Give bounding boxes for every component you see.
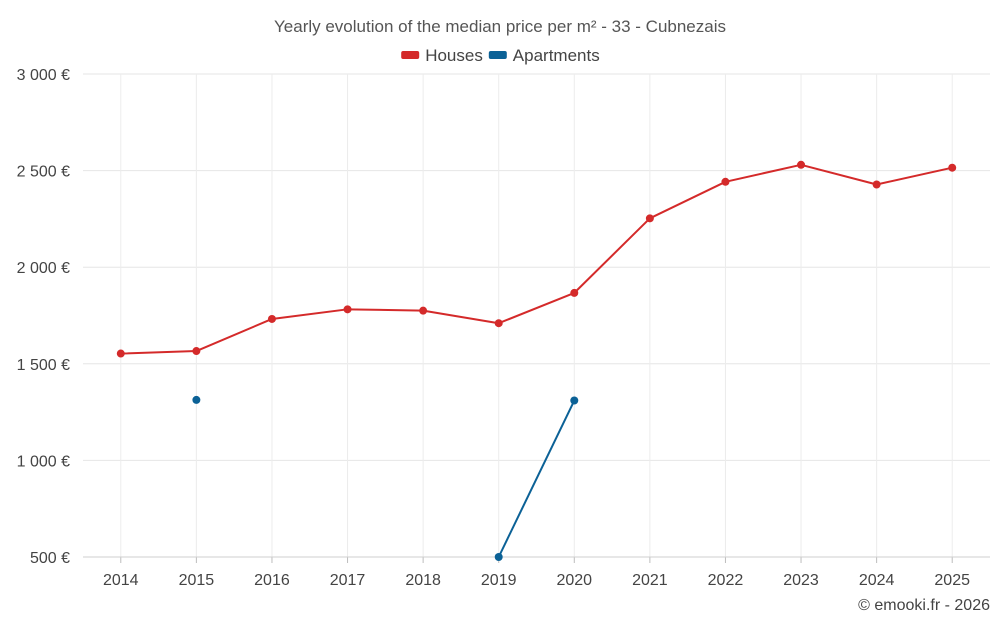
legend-swatch-apartments — [488, 51, 507, 59]
y-axis-labels: 500 € 1 000 € 1 500 € 2 000 € 2 500 € 3 000 € — [17, 67, 70, 567]
series-layer — [116, 160, 957, 561]
credit-text: © emooki.fr - 2026 — [858, 597, 990, 614]
houses-point-2015[interactable] — [192, 347, 201, 356]
y-tick-label: 1 500 € — [17, 357, 70, 374]
houses-line — [120, 163, 953, 355]
x-axis-labels: 2014 2015 2016 2017 2018 2019 2020 2021 2022 2023… — [103, 572, 970, 589]
x-tick-label: 2015 — [179, 572, 215, 589]
legend-item-houses[interactable]: Houses — [401, 46, 483, 65]
legend-item-apartments[interactable]: Apartments — [488, 46, 600, 65]
houses-point-2014[interactable] — [116, 349, 125, 358]
houses-point-2019[interactable] — [494, 319, 503, 328]
houses-point-2017[interactable] — [343, 305, 352, 314]
x-tick-label: 2024 — [859, 572, 895, 589]
x-tick-label: 2021 — [632, 572, 668, 589]
y-tick-label: 1 000 € — [17, 453, 70, 470]
apartments-point-2019[interactable] — [494, 553, 503, 561]
houses-point-2016[interactable] — [267, 314, 276, 323]
houses-point-2018[interactable] — [419, 306, 428, 315]
legend-label-apartments: Apartments — [513, 46, 600, 65]
x-tick-label: 2022 — [708, 572, 744, 589]
houses-point-2023[interactable] — [797, 160, 806, 169]
x-tick-label: 2016 — [254, 572, 290, 589]
houses-point-2020[interactable] — [570, 288, 579, 297]
axes — [83, 556, 990, 563]
houses-point-2024[interactable] — [872, 180, 881, 189]
legend: Houses Apartments — [401, 46, 600, 65]
series-houses — [116, 160, 957, 358]
apartments-point-2015[interactable] — [192, 395, 201, 404]
x-tick-label: 2025 — [934, 572, 970, 589]
x-tick-label: 2020 — [556, 572, 592, 589]
x-tick-label: 2018 — [405, 572, 441, 589]
chart-title: Yearly evolution of the median price per… — [274, 17, 726, 36]
legend-label-houses: Houses — [425, 46, 483, 65]
apartments-line — [497, 400, 576, 558]
y-tick-label: 2 500 € — [17, 164, 70, 181]
x-tick-label: 2023 — [783, 572, 819, 589]
houses-point-2021[interactable] — [645, 214, 654, 223]
y-tick-label: 3 000 € — [17, 67, 70, 84]
grid — [83, 73, 990, 558]
houses-point-2022[interactable] — [721, 177, 730, 186]
y-tick-label: 500 € — [30, 550, 70, 567]
x-tick-label: 2017 — [330, 572, 366, 589]
apartments-point-2020[interactable] — [570, 396, 579, 405]
x-tick-label: 2014 — [103, 572, 139, 589]
y-tick-label: 2 000 € — [17, 260, 70, 277]
houses-point-2025[interactable] — [948, 163, 957, 172]
series-apartments — [192, 395, 579, 561]
legend-swatch-houses — [401, 51, 420, 59]
x-tick-label: 2019 — [481, 572, 517, 589]
